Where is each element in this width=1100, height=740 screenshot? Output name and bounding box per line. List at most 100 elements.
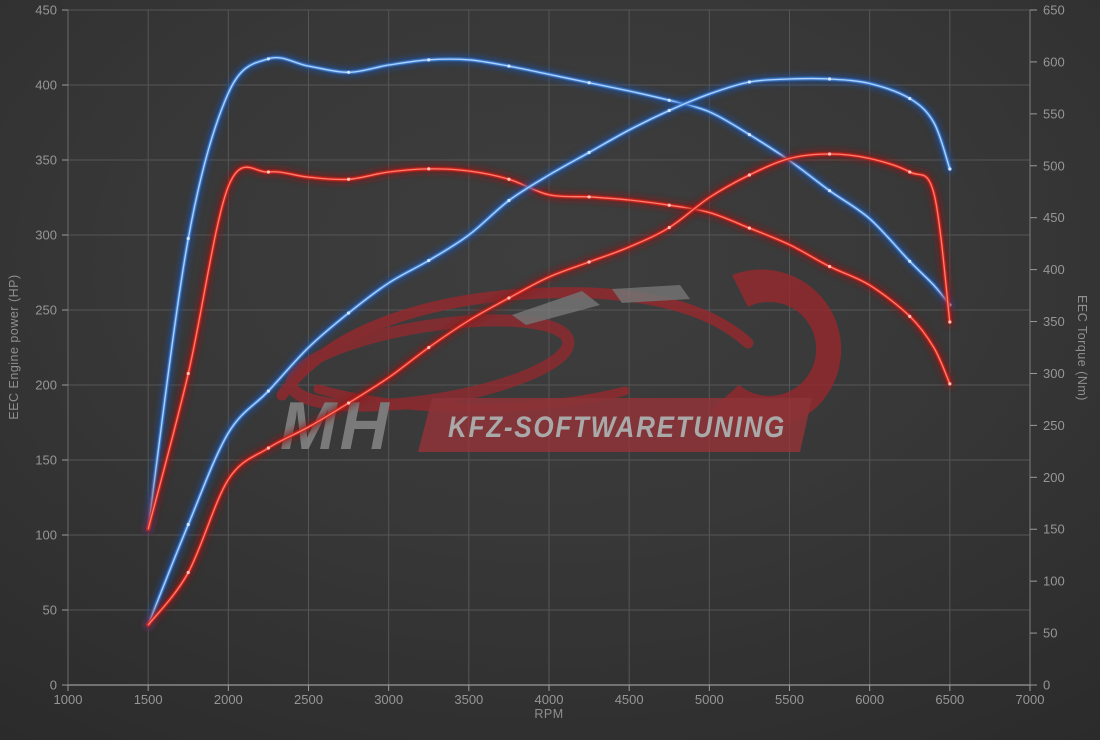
curve-power-blue-marker <box>667 108 671 113</box>
x-tick-label-3000: 3000 <box>374 692 403 707</box>
car-roof-line <box>276 287 754 401</box>
curve-torque-blue-marker <box>827 189 832 193</box>
curve-power-red-marker <box>427 345 431 350</box>
yr-tick-label-250: 250 <box>1043 418 1065 433</box>
x-tick-label-3500: 3500 <box>454 692 483 707</box>
yl-tick-label-100: 100 <box>35 528 57 543</box>
curve-torque-blue-marker <box>908 259 912 263</box>
curve-torque-blue-marker <box>427 58 431 62</box>
x-tick-label-5500: 5500 <box>775 692 804 707</box>
car-rear-swoosh <box>710 269 842 430</box>
curve-power-red-marker <box>747 173 752 177</box>
axes: 1000 1500 2000 2500 3000 3500 4000 4500 5000 5500… <box>35 3 1064 708</box>
yr-tick-label-150: 150 <box>1043 522 1065 537</box>
curve-torque-red-marker <box>747 226 752 230</box>
curve-torque-red-marker <box>587 195 591 199</box>
curve-power-blue-marker <box>908 96 912 101</box>
curve-power-red-marker <box>587 260 591 264</box>
dyno-curves <box>143 52 955 630</box>
yl-tick-label-0: 0 <box>50 678 57 693</box>
curve-power-red-marker <box>667 225 671 230</box>
curve-power-blue-marker <box>266 389 271 393</box>
curve-power-blue-marker <box>747 80 752 84</box>
x-tick-label-6500: 6500 <box>935 692 964 707</box>
curve-torque-blue-marker <box>587 81 591 85</box>
curve-torque-blue-core <box>147 57 951 530</box>
curve-power-blue-marker <box>587 150 591 155</box>
car-windshield <box>512 291 600 325</box>
curve-torque-red-marker <box>827 264 832 269</box>
yl-tick-label-250: 250 <box>35 303 57 318</box>
yr-tick-label-50: 50 <box>1043 626 1057 641</box>
yl-tick-label-450: 450 <box>35 3 57 18</box>
yl-tick-label-200: 200 <box>35 378 57 393</box>
curve-power-blue-marker <box>427 258 431 263</box>
right-axis-title: EEC Torque (Nm) <box>1075 295 1089 401</box>
watermark-banner-text: KFZ-SOFTWARETUNING <box>448 411 786 444</box>
curve-power-red-marker <box>827 152 832 156</box>
x-tick-label-2500: 2500 <box>294 692 323 707</box>
curve-torque-blue-marker <box>186 236 190 241</box>
yl-tick-label-300: 300 <box>35 228 57 243</box>
x-axis-title: RPM <box>534 707 563 721</box>
yr-tick-label-500: 500 <box>1043 158 1065 173</box>
x-tick-label-7000: 7000 <box>1016 692 1045 707</box>
yr-tick-label-550: 550 <box>1043 106 1065 121</box>
curve-torque-red-marker <box>507 177 511 181</box>
curve-power-blue-marker <box>827 77 832 81</box>
curve-power-red-marker <box>908 170 912 174</box>
curve-power-red-marker <box>266 446 271 450</box>
watermark-banner <box>418 398 812 452</box>
curve-power-blue-marker <box>948 167 952 171</box>
curve-torque-red <box>143 162 955 535</box>
yl-tick-label-50: 50 <box>43 603 57 618</box>
x-tick-label-1000: 1000 <box>54 692 83 707</box>
curve-torque-red-marker <box>948 382 952 386</box>
curve-power-red-marker <box>948 320 952 324</box>
curve-power-blue-marker <box>346 311 351 315</box>
curve-torque-red-marker <box>427 167 431 171</box>
gridlines <box>67 9 1031 685</box>
yr-tick-label-200: 200 <box>1043 470 1065 485</box>
yr-tick-label-650: 650 <box>1043 3 1065 18</box>
yl-tick-label-150: 150 <box>35 453 57 468</box>
yr-tick-label-100: 100 <box>1043 574 1065 589</box>
curve-power-red-marker <box>507 296 511 300</box>
yr-tick-label-350: 350 <box>1043 314 1065 329</box>
curve-torque-blue <box>143 52 955 535</box>
yl-tick-label-350: 350 <box>35 153 57 168</box>
left-axis-title: EEC Engine power (HP) <box>7 274 21 419</box>
curve-torque-blue-marker <box>346 70 351 74</box>
curve-power-red-core <box>147 153 951 626</box>
yr-tick-label-400: 400 <box>1043 262 1065 277</box>
curve-torque-red-marker <box>186 371 190 376</box>
yr-tick-label-300: 300 <box>1043 366 1065 381</box>
curve-power-blue <box>143 73 955 630</box>
curve-torque-red-marker <box>346 177 351 181</box>
curve-torque-red-core <box>147 166 951 530</box>
yr-tick-label-0: 0 <box>1043 678 1050 693</box>
curve-power-red-marker <box>186 570 190 575</box>
curve-torque-blue-marker <box>507 64 511 68</box>
yr-tick-label-600: 600 <box>1043 54 1065 69</box>
curve-torque-blue-marker <box>747 133 752 137</box>
curve-power-red-marker <box>346 401 351 405</box>
curve-torque-blue-marker <box>266 57 271 61</box>
car-side-window <box>612 285 690 303</box>
yr-tick-label-450: 450 <box>1043 210 1065 225</box>
yl-tick-label-400: 400 <box>35 78 57 93</box>
watermark-mh-text: MH <box>280 388 392 464</box>
x-tick-label-4500: 4500 <box>615 692 644 707</box>
curve-torque-red-marker <box>266 170 271 174</box>
curve-torque-red-marker <box>667 203 671 207</box>
x-tick-label-2000: 2000 <box>214 692 243 707</box>
curve-torque-red-marker <box>908 314 912 318</box>
x-tick-label-4000: 4000 <box>535 692 564 707</box>
x-tick-label-6000: 6000 <box>855 692 884 707</box>
curve-power-blue-marker <box>186 522 190 527</box>
curve-power-blue-marker <box>507 198 511 203</box>
curve-torque-blue-marker <box>667 98 671 102</box>
x-tick-label-1500: 1500 <box>134 692 163 707</box>
